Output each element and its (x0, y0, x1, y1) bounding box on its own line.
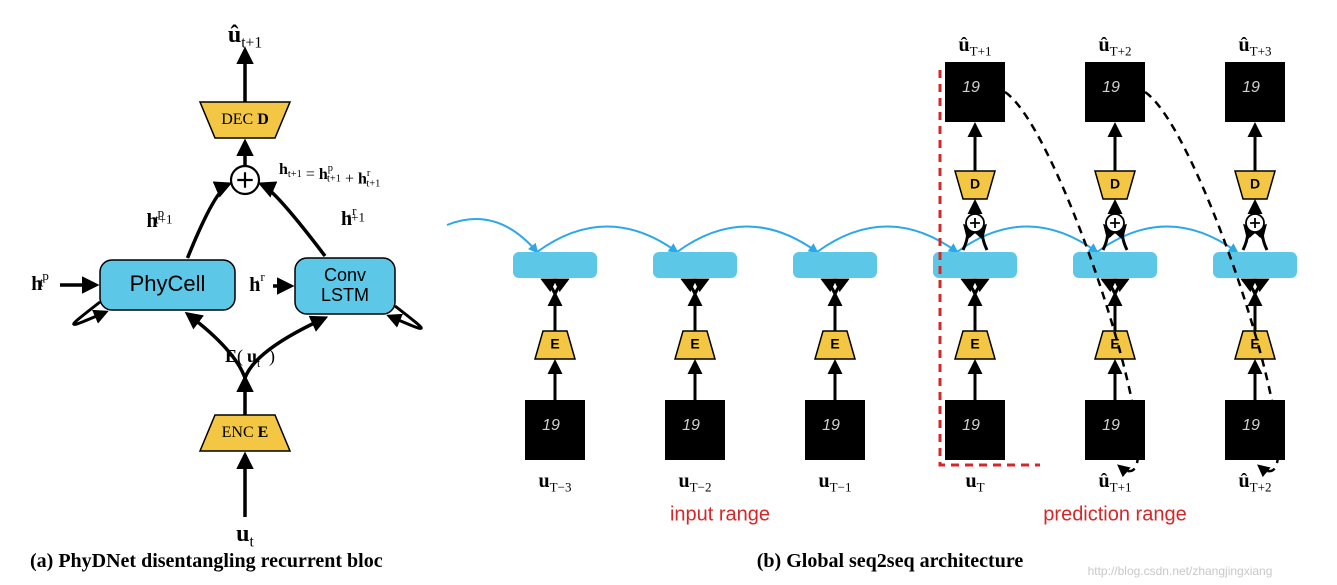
svg-text:uT−1: uT−1 (819, 470, 852, 495)
svg-text:ûT+3: ûT+3 (1239, 34, 1272, 59)
svg-text:uT−3: uT−3 (539, 470, 572, 495)
svg-text:ûT+2: ûT+2 (1099, 34, 1132, 59)
svg-text:hrt+1: hrt+1 (341, 203, 365, 230)
svg-text:input range: input range (670, 503, 770, 525)
svg-text:19: 19 (962, 417, 980, 434)
svg-text:E: E (970, 336, 979, 352)
svg-text:19: 19 (822, 417, 840, 434)
diagram-canvas: utENC EE(ut)PhyCellConvLSTMhpthrthpt+1hr… (0, 0, 1337, 585)
svg-text:ut: ut (247, 346, 261, 369)
svg-text:ut: ut (236, 521, 254, 551)
svg-text:19: 19 (1102, 417, 1120, 434)
svg-text:prediction range: prediction range (1043, 503, 1186, 525)
svg-text:19: 19 (1102, 79, 1120, 96)
svg-text:19: 19 (962, 79, 980, 96)
svg-text:LSTM: LSTM (321, 285, 369, 305)
svg-text:hpt+1: hpt+1 (146, 205, 172, 232)
caption-a: (a) PhyDNet disentangling recurrent bloc (30, 550, 450, 573)
svg-text:D: D (1250, 176, 1260, 192)
svg-text:DEC D: DEC D (221, 111, 269, 128)
svg-text:19: 19 (1242, 417, 1260, 434)
svg-text:19: 19 (542, 417, 560, 434)
recurrent-cell (829, 252, 877, 278)
recurrent-cell (1109, 252, 1157, 278)
svg-text:uT: uT (965, 470, 984, 495)
recurrent-cell (969, 252, 1017, 278)
svg-text:ûT+1: ûT+1 (1099, 470, 1132, 495)
svg-text:): ) (269, 346, 275, 367)
svg-text:PhyCell: PhyCell (130, 271, 206, 296)
svg-text:19: 19 (1242, 79, 1260, 96)
svg-text:E: E (550, 336, 559, 352)
svg-text:hrt: hrt (249, 269, 265, 296)
svg-text:D: D (1110, 176, 1120, 192)
svg-text:ûT+1: ûT+1 (959, 34, 992, 59)
svg-text:E: E (690, 336, 699, 352)
svg-text:ût+1: ût+1 (228, 22, 262, 52)
svg-text:hpt: hpt (31, 268, 49, 295)
svg-text:ht+1 = hpt+1 + hrt+1: ht+1 = hpt+1 + hrt+1 (279, 161, 380, 190)
recurrent-cell (689, 252, 737, 278)
svg-text:uT−2: uT−2 (679, 470, 712, 495)
caption-b: (b) Global seq2seq architecture (590, 550, 1190, 573)
svg-text:E: E (830, 336, 839, 352)
svg-text:ûT+2: ûT+2 (1239, 470, 1272, 495)
svg-text:E(: E( (225, 346, 243, 367)
svg-text:19: 19 (682, 417, 700, 434)
svg-text:D: D (970, 176, 980, 192)
svg-text:Conv: Conv (324, 265, 366, 285)
recurrent-cell (549, 252, 597, 278)
svg-text:ENC E: ENC E (222, 424, 269, 441)
recurrent-cell (1249, 252, 1297, 278)
